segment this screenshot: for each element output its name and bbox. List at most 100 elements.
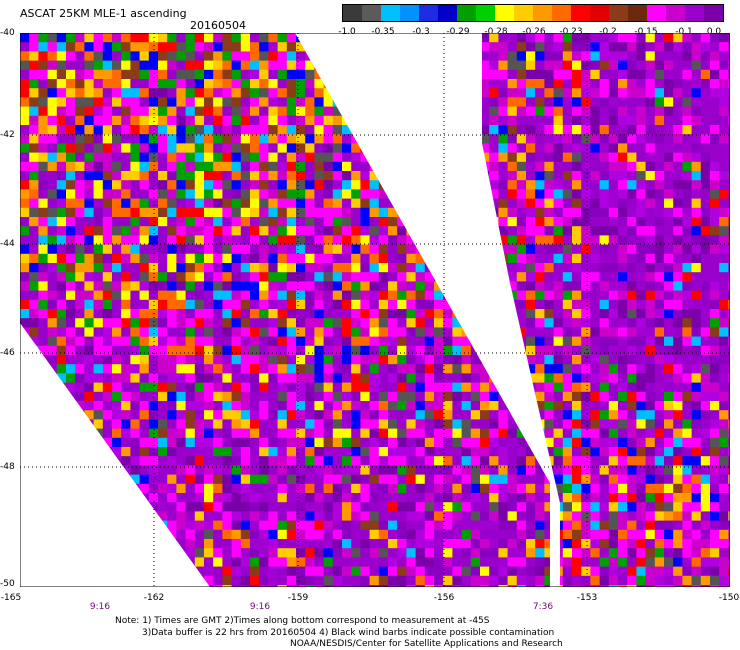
wind-cell: [507, 345, 518, 356]
wind-cell: [231, 226, 242, 236]
wind-cell: [526, 520, 536, 531]
wind-cell: [332, 79, 343, 89]
wind-cell: [204, 456, 214, 466]
wind-cell: [544, 281, 555, 292]
wind-cell: [581, 60, 591, 71]
wind-cell: [516, 79, 527, 89]
wind-cell: [148, 143, 159, 154]
wind-cell: [38, 143, 49, 154]
wind-cell: [332, 391, 343, 402]
wind-cell: [516, 69, 527, 80]
wind-cell: [66, 345, 76, 356]
wind-cell: [231, 557, 242, 568]
wind-cell: [581, 180, 591, 190]
wind-cell: [93, 364, 104, 374]
wind-cell: [434, 180, 444, 190]
wind-cell: [434, 143, 444, 154]
wind-cell: [259, 355, 269, 365]
wind-cell: [627, 355, 637, 365]
wind-cell: [452, 382, 463, 393]
wind-cell: [700, 428, 711, 439]
wind-cell: [406, 355, 417, 365]
wind-cell: [406, 382, 417, 393]
wind-cell: [710, 281, 720, 292]
wind-cell: [296, 161, 306, 172]
wind-cell: [268, 493, 279, 503]
wind-cell: [434, 106, 444, 117]
wind-cell: [691, 428, 702, 439]
wind-cell: [489, 97, 499, 108]
wind-cell: [305, 60, 315, 71]
wind-cell: [378, 511, 389, 522]
wind-cell: [231, 69, 242, 80]
wind-cell: [250, 309, 260, 319]
wind-cell: [204, 502, 214, 512]
wind-cell: [590, 51, 601, 62]
wind-cell: [378, 281, 389, 292]
wind-cell: [397, 520, 407, 531]
wind-cell: [296, 493, 306, 503]
wind-cell: [84, 327, 95, 338]
wind-cell: [461, 115, 472, 126]
wind-cell: [158, 134, 168, 144]
wind-cell: [323, 51, 334, 62]
wind-cell: [75, 539, 85, 549]
wind-cell: [240, 493, 251, 503]
wind-cell: [406, 69, 417, 80]
wind-cell: [38, 529, 49, 540]
wind-cell: [618, 253, 628, 264]
wind-cell: [682, 345, 693, 356]
wind-cell: [66, 465, 76, 476]
wind-cell: [332, 272, 343, 282]
wind-cell: [112, 493, 122, 503]
wind-cell: [121, 437, 131, 448]
wind-cell: [158, 493, 168, 503]
wind-cell: [388, 115, 398, 126]
wind-cell: [434, 69, 444, 80]
wind-cell: [176, 134, 187, 144]
wind-cell: [259, 419, 269, 430]
wind-cell: [535, 97, 545, 108]
wind-cell: [673, 345, 683, 356]
wind-cell: [323, 180, 334, 190]
wind-cell: [599, 42, 610, 52]
wind-cell: [562, 401, 573, 411]
wind-cell: [167, 373, 177, 384]
wind-cell: [516, 115, 527, 126]
wind-cell: [259, 474, 269, 485]
wind-cell: [277, 198, 288, 209]
wind-cell: [673, 263, 683, 273]
wind-cell: [516, 401, 527, 411]
wind-cell: [627, 373, 637, 384]
wind-cell: [443, 465, 453, 476]
wind-cell: [351, 281, 361, 292]
wind-cell: [93, 180, 104, 190]
wind-cell: [415, 217, 426, 227]
wind-cell: [397, 391, 407, 402]
wind-cell: [553, 97, 564, 108]
wind-cell: [498, 51, 509, 62]
wind-cell: [673, 437, 683, 448]
wind-cell: [664, 217, 674, 227]
wind-cell: [406, 226, 417, 236]
wind-cell: [482, 207, 490, 218]
wind-cell: [581, 152, 591, 163]
wind-cell: [544, 152, 555, 163]
wind-cell: [719, 97, 729, 108]
wind-cell: [461, 226, 472, 236]
wind-cell: [397, 253, 407, 264]
wind-cell: [544, 345, 555, 356]
wind-cell: [544, 79, 555, 89]
wind-cell: [691, 456, 702, 466]
wind-cell: [507, 336, 518, 347]
wind-cell: [277, 115, 288, 126]
wind-cell: [406, 585, 417, 587]
wind-cell: [360, 143, 371, 154]
wind-cell: [645, 373, 656, 384]
wind-cell: [507, 152, 518, 163]
wind-cell: [452, 373, 463, 384]
wind-cell: [369, 336, 380, 347]
wind-cell: [369, 180, 380, 190]
wind-cell: [259, 382, 269, 393]
wind-cell: [590, 42, 601, 52]
